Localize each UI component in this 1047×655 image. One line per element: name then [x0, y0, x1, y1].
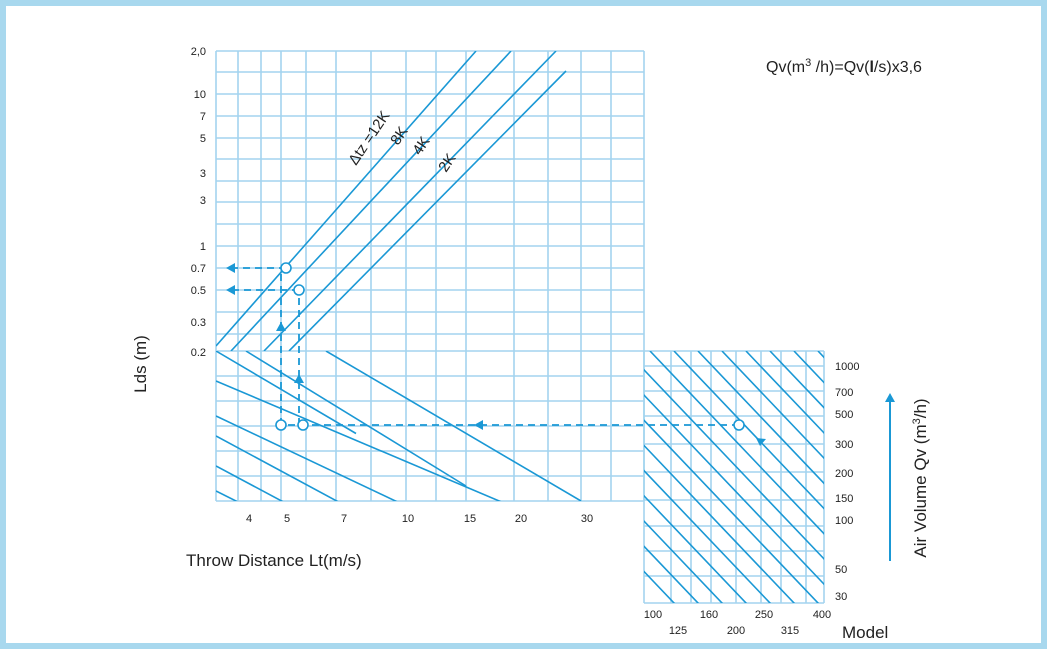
model-line — [673, 351, 824, 510]
throw-line — [216, 380, 502, 501]
curve-line-2 — [263, 51, 557, 351]
model-line — [644, 570, 676, 603]
air-volume-tick-label: 30 — [835, 591, 847, 603]
air-volume-tick-label: 150 — [835, 493, 853, 505]
arrow-head — [474, 420, 483, 430]
lds-axis-label: Lds (m) — [131, 335, 150, 393]
throw-line — [216, 351, 357, 435]
lds-tick-label: 0.5 — [191, 285, 206, 297]
throw-line — [216, 490, 238, 501]
lds-tick-label: 3 — [200, 168, 206, 180]
model-line — [644, 545, 700, 603]
model-line — [697, 351, 824, 485]
air-volume-tick-label: 300 — [835, 439, 853, 451]
model-tick-label: 125 — [669, 625, 687, 637]
reading-marker — [280, 262, 292, 274]
throw-line — [245, 351, 467, 487]
chart-lines — [216, 51, 1047, 624]
lds-tick-label: 5 — [200, 133, 206, 145]
conversion-formula: Qv(m3 /h)=Qv(l/s)x3,6 — [766, 57, 922, 76]
throw-tick-label: 15 — [464, 513, 476, 525]
model-line — [769, 351, 824, 409]
lds-tick-label: 7 — [200, 111, 206, 123]
reading-marker — [275, 419, 287, 431]
throw-tick-label: 4 — [246, 513, 252, 525]
arrow-head — [226, 285, 235, 295]
arrow-head — [756, 438, 766, 446]
model-tick-label: 100 — [644, 609, 662, 621]
lds-tick-label: 0.7 — [191, 263, 206, 275]
model-tick-label: 250 — [755, 609, 773, 621]
throw-tick-label: 20 — [515, 513, 527, 525]
model-line — [644, 519, 724, 603]
air-volume-tick-label: 50 — [835, 564, 847, 576]
air-volume-tick-label: 100 — [835, 515, 853, 527]
model-line — [644, 469, 772, 603]
throw-line — [216, 415, 398, 501]
throw-tick-label: 5 — [284, 513, 290, 525]
air-volume-tick-label: 500 — [835, 409, 853, 421]
model-line — [644, 368, 824, 561]
reading-marker — [733, 419, 745, 431]
air-volume-axis-label: Air Volume Qv (m3/h) — [911, 398, 930, 557]
lds-tick-label: 3 — [200, 195, 206, 207]
curve-line-1 — [230, 51, 512, 351]
air-volume-tick-label: 200 — [835, 468, 853, 480]
model-line — [745, 351, 824, 435]
arrow-head — [885, 393, 895, 402]
model-line — [649, 351, 824, 535]
model-tick-label: 160 — [700, 609, 718, 621]
throw-line — [216, 465, 284, 501]
throw-line — [216, 435, 339, 501]
model-line — [644, 419, 820, 603]
lds-tick-label: 0.3 — [191, 317, 206, 329]
model-axis-label: Model — [842, 623, 888, 642]
throw-line — [325, 351, 582, 501]
throw-distance-axis-label: Throw Distance Lt(m/s) — [186, 551, 362, 570]
lds-tick-label: 2,0 — [191, 46, 206, 58]
arrow-head — [226, 263, 235, 273]
model-line — [721, 351, 824, 460]
curve-line-0 — [216, 51, 477, 347]
curve-line-3 — [288, 70, 567, 351]
throw-tick-label: 30 — [581, 513, 593, 525]
air-volume-tick-label: 700 — [835, 387, 853, 399]
model-line — [644, 444, 796, 603]
model-line — [644, 393, 824, 586]
model-line — [644, 494, 748, 603]
chart-text: Qv(m3 /h)=Qv(l/s)x3,6 Lds (m) Throw Dist… — [131, 46, 930, 642]
lds-tick-label: 1 — [200, 241, 206, 253]
throw-tick-label: 10 — [402, 513, 414, 525]
throw-distance-nomogram: Qv(m3 /h)=Qv(l/s)x3,6 Lds (m) Throw Dist… — [131, 46, 1047, 642]
reading-marker — [293, 284, 305, 296]
lds-tick-label: 0.2 — [191, 347, 206, 359]
throw-tick-label: 7 — [341, 513, 347, 525]
arrow-head — [276, 322, 286, 331]
model-tick-label: 315 — [781, 625, 799, 637]
model-tick-label: 400 — [813, 609, 831, 621]
model-tick-label: 200 — [727, 625, 745, 637]
model-line — [842, 351, 1047, 624]
arrow-head — [294, 374, 304, 383]
reading-marker — [297, 419, 309, 431]
lds-tick-label: 10 — [194, 89, 206, 101]
air-volume-tick-label: 1000 — [835, 361, 859, 373]
